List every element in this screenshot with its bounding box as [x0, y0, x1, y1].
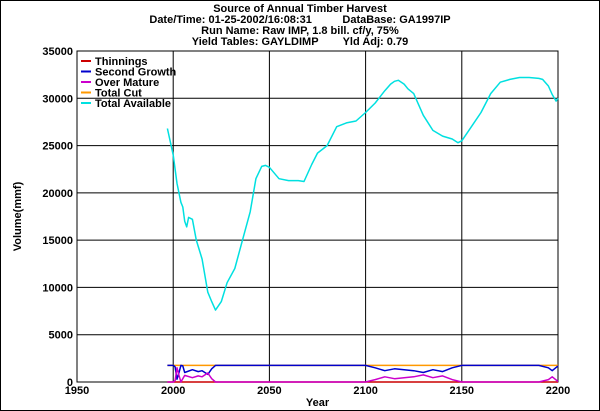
x-tick-label-1950: 1950: [65, 385, 89, 397]
y-tick-label-5000: 5000: [49, 330, 73, 342]
chart-title: Source of Annual Timber Harvest: [213, 3, 387, 15]
legend-label-second-growth: Second Growth: [95, 67, 177, 79]
x-tick-label-2000: 2000: [161, 385, 185, 397]
series-line-total-available: [166, 76, 559, 311]
chart-subtitle-yield: Yield Tables: GAYLDIMP Yld Adj: 0.79: [191, 36, 409, 48]
series-line-second-growth: [167, 364, 559, 380]
y-tick-label-15000: 15000: [42, 235, 73, 247]
x-tick-label-2050: 2050: [257, 385, 281, 397]
chart-subtitle-runname: Run Name: Raw IMP, 1.8 bill. cf/y, 75%: [201, 25, 399, 37]
y-axis-label: Volume(mmf): [12, 181, 24, 251]
x-tick-label-2100: 2100: [353, 385, 377, 397]
x-axis-label: Year: [306, 397, 330, 409]
chart-subtitle-datetime: Date/Time: 01-25-2002/16:08:31 DataBase:…: [149, 14, 451, 26]
y-tick-label-20000: 20000: [42, 188, 73, 200]
series-line-over-mature: [167, 367, 559, 383]
legend-label-total-available: Total Available: [95, 98, 171, 110]
y-tick-label-0: 0: [67, 377, 73, 389]
x-tick-label-2150: 2150: [450, 385, 474, 397]
y-tick-label-10000: 10000: [42, 282, 73, 294]
y-tick-label-25000: 25000: [42, 141, 73, 153]
y-tick-label-35000: 35000: [42, 46, 73, 58]
legend-label-over-mature: Over Mature: [95, 77, 159, 89]
legend-label-thinnings: Thinnings: [95, 56, 148, 68]
legend-label-total-cut: Total Cut: [95, 88, 142, 100]
y-tick-label-30000: 30000: [42, 93, 73, 105]
x-tick-label-2200: 2200: [546, 385, 570, 397]
